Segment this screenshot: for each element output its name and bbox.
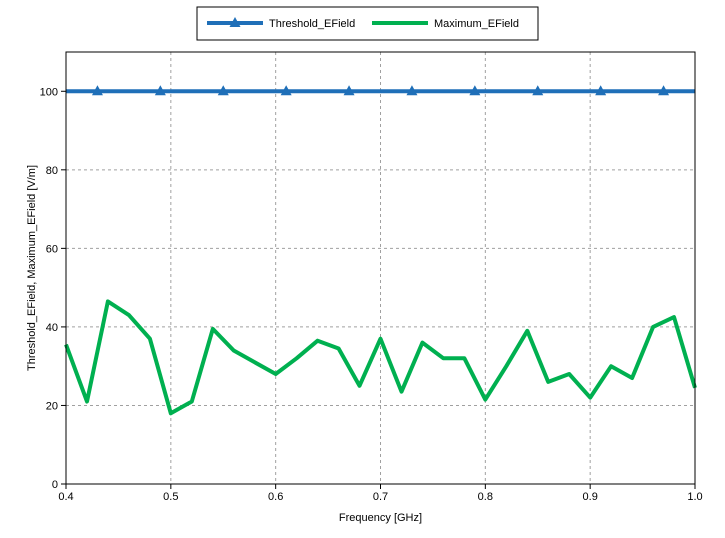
data-point-threshold-efield xyxy=(91,85,103,96)
y-tick-label: 100 xyxy=(40,86,58,98)
data-point-threshold-efield xyxy=(532,85,544,96)
x-tick-label: 0.9 xyxy=(583,491,598,503)
x-tick-label: 1.0 xyxy=(687,491,702,503)
y-axis-title: Threshold_EField, Maximum_EField [V/m] xyxy=(26,165,38,371)
legend-marker-threshold xyxy=(229,17,241,27)
series-line-maximum-efield xyxy=(64,299,697,416)
x-tick-label: 0.5 xyxy=(163,491,178,503)
y-tick-label: 80 xyxy=(46,165,58,177)
data-point-threshold-efield xyxy=(343,85,355,96)
data-point-threshold-efield xyxy=(154,85,166,96)
legend-label-threshold: Threshold_EField xyxy=(269,18,355,30)
data-point-threshold-efield xyxy=(469,85,481,96)
data-point-threshold-efield xyxy=(280,85,292,96)
y-tick-label: 0 xyxy=(52,479,58,491)
series-threshold-efield xyxy=(66,85,695,96)
y-tick-label: 20 xyxy=(46,400,58,412)
x-tick-label: 0.7 xyxy=(373,491,388,503)
data-point-threshold-efield xyxy=(406,85,418,96)
x-axis: 0.4 0.5 0.6 0.7 0.8 0.9 1.0 xyxy=(58,484,703,503)
series-maximum-efield xyxy=(64,299,697,416)
data-point-threshold-efield xyxy=(217,85,229,96)
data-point-threshold-efield xyxy=(658,85,670,96)
x-tick-label: 0.4 xyxy=(58,491,73,503)
series-layer xyxy=(64,85,697,416)
y-tick-label: 40 xyxy=(46,322,58,334)
y-tick-label: 60 xyxy=(46,243,58,255)
x-tick-label: 0.6 xyxy=(268,491,283,503)
y-axis: 0 20 40 60 80 100 xyxy=(40,86,66,491)
legend: Threshold_EField Maximum_EField xyxy=(196,6,539,41)
x-tick-label: 0.8 xyxy=(478,491,493,503)
x-axis-title: Frequency [GHz] xyxy=(339,512,422,524)
data-point-threshold-efield xyxy=(595,85,607,96)
legend-label-maximum: Maximum_EField xyxy=(434,18,519,30)
